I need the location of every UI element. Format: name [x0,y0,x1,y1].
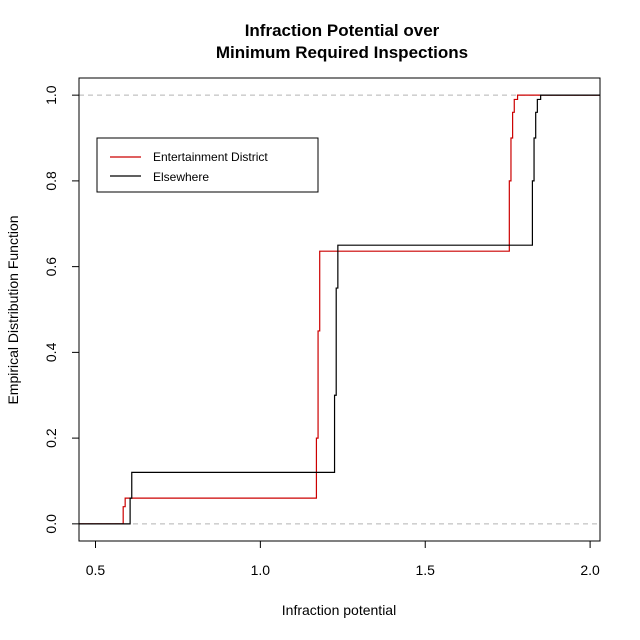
series-line-entertainment-district [79,94,600,525]
x-axis-label: Infraction potential [282,602,396,618]
x-tick-label: 1.5 [415,562,435,578]
x-tick-label: 1.0 [251,562,271,578]
x-tick-label: 2.0 [580,562,600,578]
y-tick-label: 0.4 [43,342,59,362]
legend-label-entertainment-district: Entertainment District [153,150,268,164]
y-axis-label: Empirical Distribution Function [5,215,21,404]
legend-label-elsewhere: Elsewhere [153,170,209,184]
x-axis: 0.5 1.0 1.5 2.0 [86,541,600,578]
y-tick-label: 0.8 [43,171,59,191]
y-axis: 0.0 0.2 0.4 0.6 0.8 1.0 [43,85,79,534]
plot-frame [78,77,601,542]
y-tick-label: 0.6 [43,257,59,277]
y-tick-label: 1.0 [43,85,59,105]
legend: Entertainment District Elsewhere [96,137,319,193]
chart-title-line2: Minimum Required Inspections [216,43,468,62]
legend-box [96,137,319,193]
x-tick-label: 0.5 [86,562,106,578]
reference-lines [79,94,600,525]
y-tick-label: 0.0 [43,514,59,534]
series-line-elsewhere [79,94,600,525]
y-tick-label: 0.2 [43,428,59,448]
chart-title-line1: Infraction Potential over [245,21,440,40]
series-layer [79,94,600,525]
